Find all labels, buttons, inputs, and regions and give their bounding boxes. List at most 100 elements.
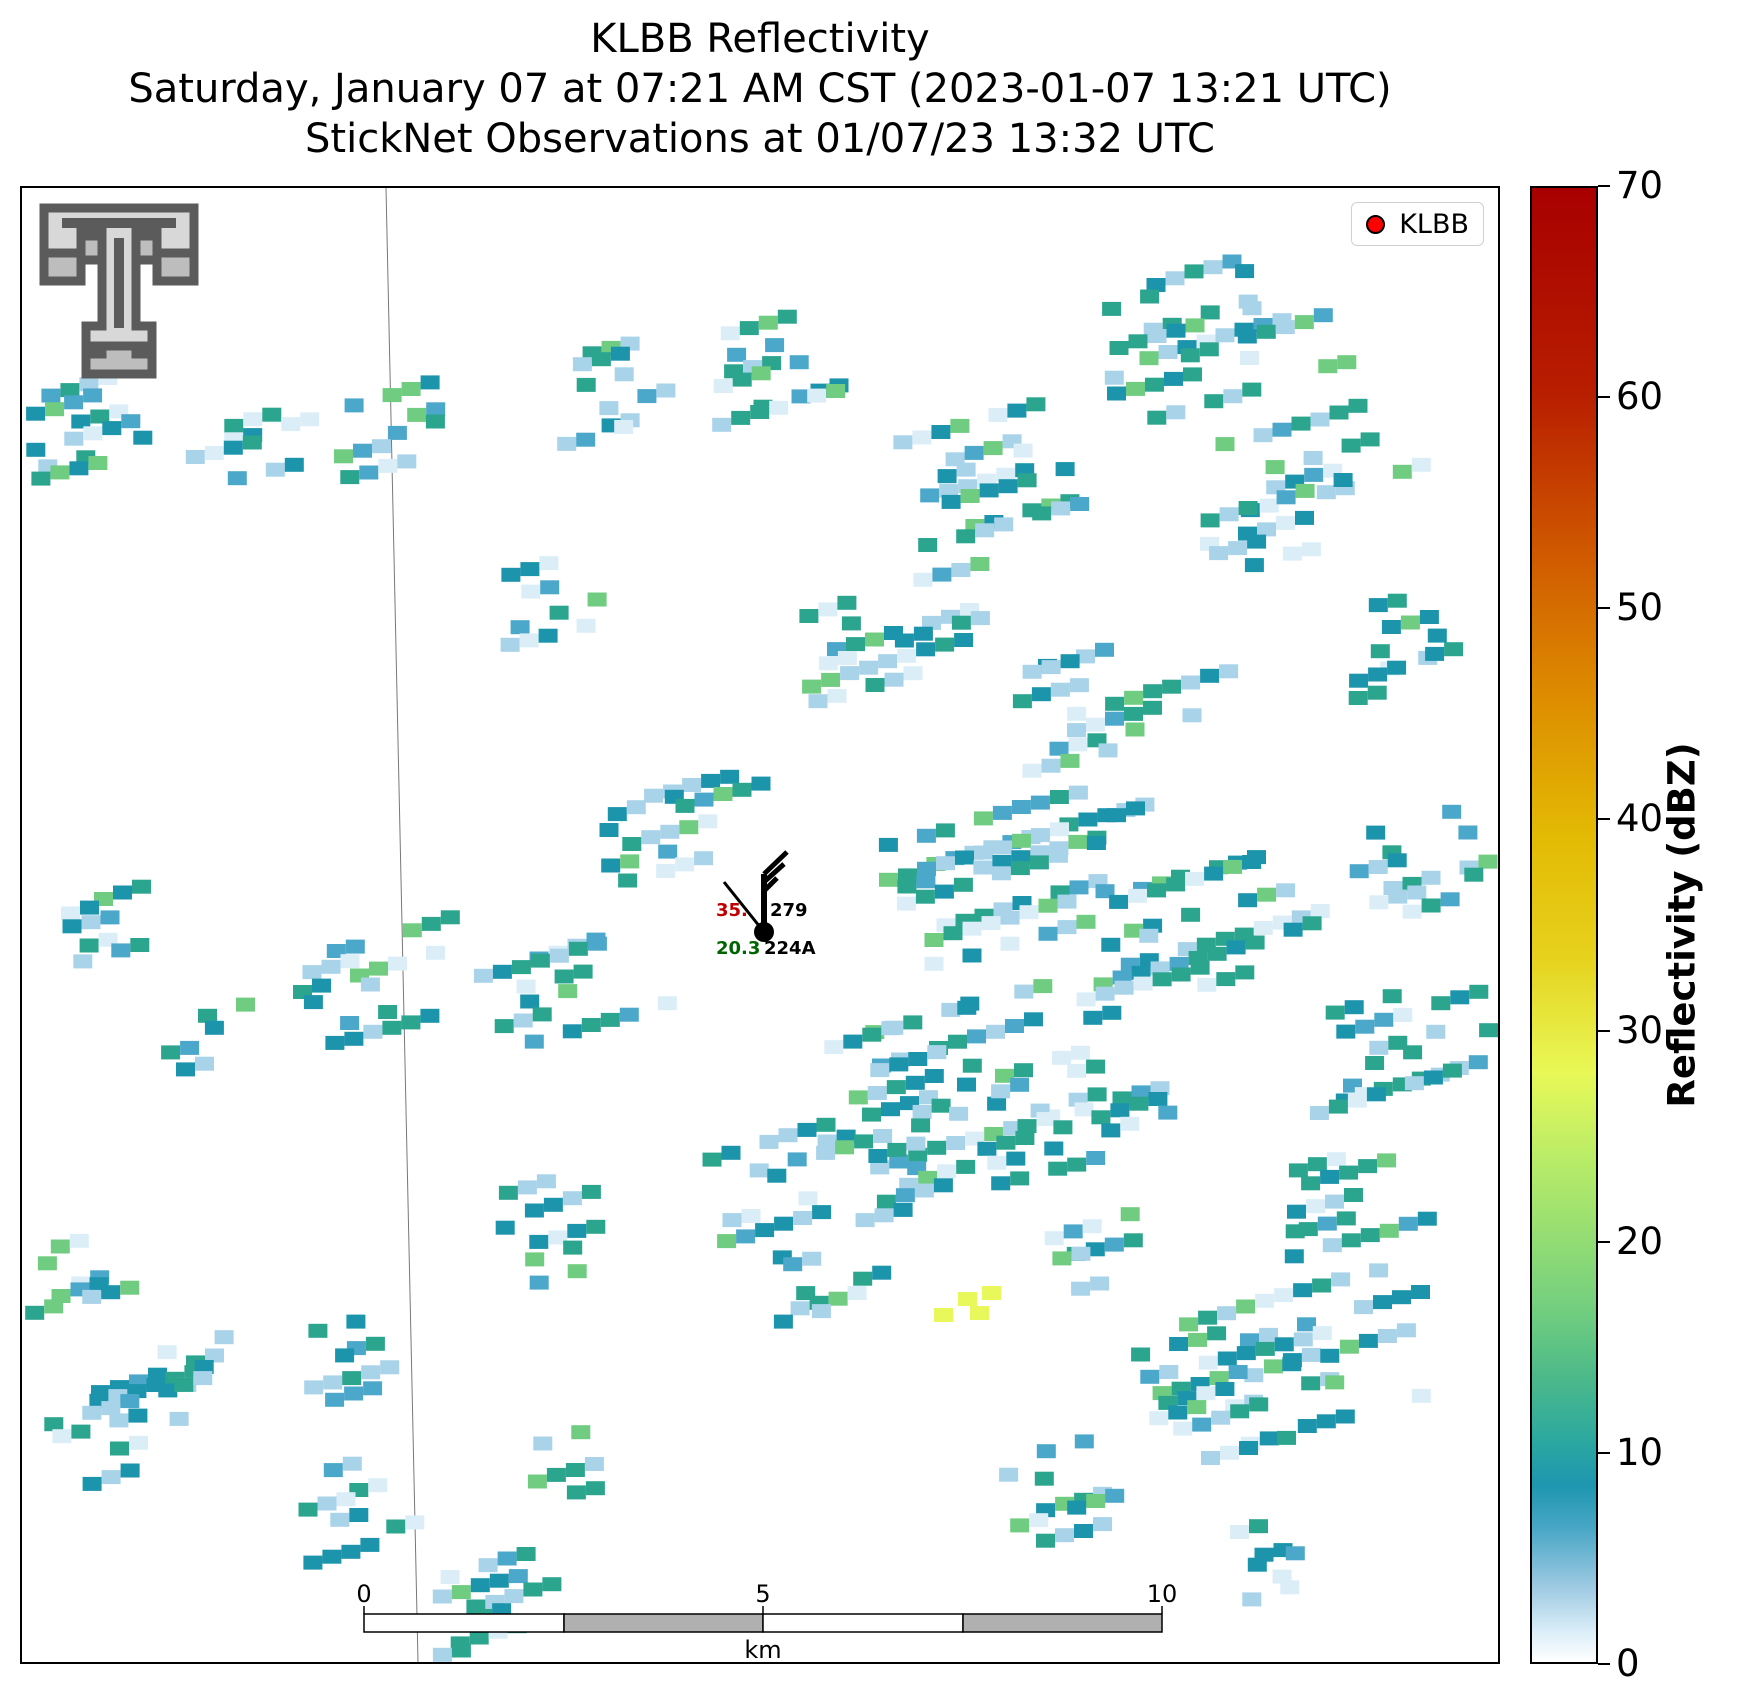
echo-pixel bbox=[903, 666, 923, 681]
echo-pixel bbox=[420, 375, 440, 390]
echo-pixel bbox=[193, 1371, 213, 1386]
echo-pixel bbox=[529, 1234, 549, 1249]
echo-pixel bbox=[950, 418, 970, 433]
radar-map[interactable]: 35. 279 20.3 224A 0 5 10 km KLBB bbox=[20, 186, 1500, 1664]
echo-pixel bbox=[1247, 1557, 1267, 1572]
echo-pixel bbox=[1387, 853, 1407, 868]
echo-pixel bbox=[1255, 1293, 1275, 1308]
echo-pixel bbox=[620, 854, 640, 869]
echo-pixel bbox=[1348, 691, 1368, 705]
echo-pixel bbox=[1041, 758, 1061, 773]
echo-pixel bbox=[341, 1544, 361, 1559]
echo-pixel bbox=[504, 1589, 524, 1604]
echo-pixel bbox=[52, 1429, 72, 1444]
echo-pixel bbox=[1200, 305, 1220, 320]
echo-pixel bbox=[751, 776, 771, 791]
echo-pixel bbox=[986, 1024, 1005, 1039]
echo-pixel bbox=[1060, 654, 1080, 669]
echo-pixel bbox=[567, 1264, 587, 1279]
echo-pixel bbox=[1392, 464, 1412, 479]
echo-pixel bbox=[516, 1547, 536, 1561]
colorbar-tick-mark bbox=[1598, 1663, 1610, 1665]
echo-pixel bbox=[120, 1280, 140, 1295]
echo-pixel bbox=[867, 1086, 887, 1100]
echo-pixel bbox=[1368, 667, 1388, 682]
echo-pixel bbox=[739, 321, 759, 336]
echo-pixel bbox=[987, 1155, 1007, 1170]
echo-pixel bbox=[1374, 1012, 1394, 1027]
echo-pixel bbox=[765, 338, 785, 353]
colorbar-tick-label: 60 bbox=[1616, 375, 1664, 419]
echo-pixel bbox=[1048, 848, 1068, 863]
echo-pixel bbox=[846, 637, 865, 652]
echo-pixel bbox=[767, 1168, 787, 1183]
echo-pixel bbox=[818, 602, 838, 617]
echo-pixel bbox=[951, 563, 971, 577]
echo-pixel bbox=[1272, 1569, 1292, 1584]
echo-pixel bbox=[321, 959, 341, 974]
echo-pixel bbox=[824, 1040, 844, 1055]
colorbar-tick-mark bbox=[1598, 1240, 1610, 1243]
echo-pixel bbox=[1131, 965, 1151, 980]
echo-pixel bbox=[1226, 940, 1246, 955]
echo-pixel bbox=[538, 628, 558, 643]
echo-pixel bbox=[981, 916, 1001, 931]
echo-pixel bbox=[242, 435, 262, 450]
echo-pixel bbox=[722, 1213, 742, 1228]
echo-pixel bbox=[854, 1134, 874, 1149]
colorbar-title: Reflectivity (dBZ) bbox=[1660, 742, 1704, 1108]
echo-pixel bbox=[658, 844, 678, 859]
echo-pixel bbox=[489, 1573, 509, 1588]
echo-pixel bbox=[101, 1470, 121, 1485]
echo-pixel bbox=[1182, 708, 1202, 723]
echo-pixel bbox=[808, 694, 828, 709]
echo-pixel bbox=[917, 861, 936, 876]
echo-pixel bbox=[999, 1467, 1019, 1482]
echo-pixel bbox=[920, 488, 940, 503]
echo-pixel bbox=[1014, 984, 1034, 999]
echo-pixel bbox=[1369, 1263, 1389, 1278]
echo-pixel bbox=[607, 807, 627, 822]
echo-pixel bbox=[378, 1005, 398, 1019]
echo-pixel bbox=[1280, 1580, 1300, 1595]
echo-pixel bbox=[1200, 668, 1220, 683]
echo-pixel bbox=[1166, 877, 1186, 892]
echo-pixel bbox=[1301, 1376, 1321, 1391]
echo-pixel bbox=[1087, 1087, 1107, 1102]
echo-pixel bbox=[1369, 1040, 1389, 1055]
echo-pixel bbox=[1259, 1327, 1278, 1342]
echo-pixel bbox=[426, 945, 445, 960]
echo-pixel bbox=[1171, 967, 1191, 982]
echo-pixel bbox=[161, 1045, 181, 1060]
echo-pixel bbox=[1312, 1278, 1332, 1293]
echo-pixel bbox=[1164, 371, 1183, 386]
echo-pixel bbox=[720, 769, 740, 784]
echo-pixel bbox=[1354, 1300, 1373, 1315]
echo-pixel bbox=[1242, 1592, 1262, 1607]
echo-pixel bbox=[953, 877, 973, 892]
echo-pixel bbox=[378, 458, 398, 473]
echo-pixel bbox=[224, 418, 244, 433]
echo-pixel bbox=[600, 1012, 620, 1027]
echo-pixel bbox=[936, 856, 955, 871]
echo-pixel bbox=[995, 1068, 1014, 1083]
echo-pixel bbox=[64, 431, 84, 446]
echo-pixel bbox=[1209, 1371, 1229, 1386]
echo-pixel bbox=[1348, 398, 1368, 413]
echo-pixel bbox=[897, 879, 917, 894]
echo-pixel bbox=[1149, 1411, 1169, 1426]
echo-pixel bbox=[656, 864, 676, 878]
title-line-2: Saturday, January 07 at 07:21 AM CST (20… bbox=[128, 66, 1392, 112]
echo-pixel bbox=[26, 406, 46, 421]
echo-pixel bbox=[79, 377, 99, 392]
legend-label: KLBB bbox=[1399, 208, 1469, 240]
sticknet-station-224a[interactable]: 35. 279 20.3 224A bbox=[716, 850, 816, 959]
echo-pixel bbox=[1301, 1347, 1321, 1362]
echo-pixel bbox=[1069, 880, 1089, 895]
echo-pixel bbox=[931, 425, 951, 439]
echo-pixel bbox=[563, 1240, 583, 1255]
echo-pixel bbox=[101, 1401, 121, 1416]
echo-pixel bbox=[585, 1481, 605, 1496]
echo-pixel bbox=[565, 1463, 585, 1477]
echo-pixel bbox=[1098, 743, 1118, 758]
